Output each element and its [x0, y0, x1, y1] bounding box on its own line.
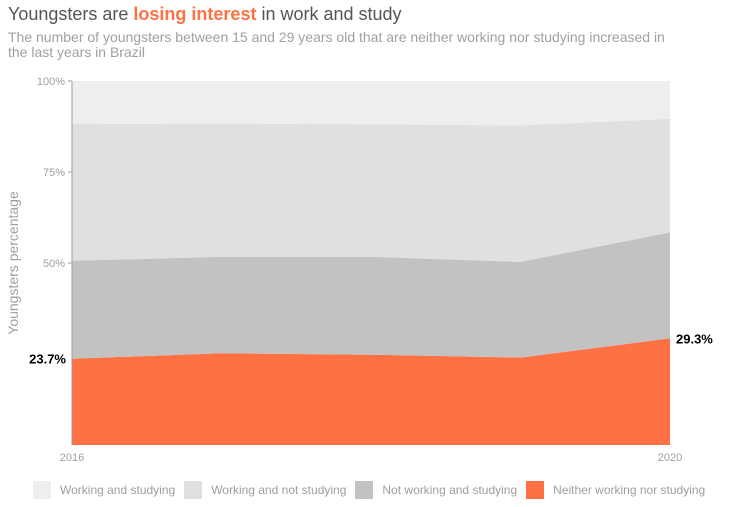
chart-subtitle: The number of youngsters between 15 and … [8, 29, 665, 60]
area-working-and-not-studying [72, 118, 670, 262]
title-highlight: losing interest [133, 4, 257, 24]
x-tick-label: 2016 [60, 452, 84, 464]
legend-swatch [526, 481, 545, 499]
y-axis-label: Youngsters percentage [5, 191, 21, 335]
y-tick-label: 100% [37, 76, 65, 88]
x-tick-label: 2020 [658, 452, 682, 464]
legend-swatch [33, 481, 51, 499]
legend-swatch [184, 481, 203, 499]
legend-item-neither-working-nor-studying: Neither working nor studying [526, 481, 705, 499]
legend-label: Not working and studying [382, 483, 518, 497]
y-tick-label: 50% [43, 258, 65, 270]
legend-swatch [355, 481, 374, 499]
area-working-and-studying [72, 81, 670, 126]
legend-label: Neither working nor studying [553, 483, 706, 497]
legend-label: Working and not studying [211, 483, 347, 497]
stacked-area-chart: 100% 75% 50% 2016 2020 Youngsters percentage 2… [5, 76, 713, 464]
legend-label: Working and studying [60, 483, 176, 497]
data-label: 23.7% [29, 352, 66, 367]
legend-item-not-working-and-studying: Not working and studying [355, 481, 517, 499]
chart-legend: Working and studying Working and not stud… [33, 481, 705, 499]
chart-title: Youngsters are losing interest in work a… [8, 4, 402, 25]
legend-item-working-and-not-studying: Working and not studying [184, 481, 346, 499]
area-neither-working-nor-studying [72, 338, 670, 445]
y-tick-label: 75% [43, 167, 65, 179]
data-label: 29.3% [676, 331, 713, 346]
title-pre: Youngsters are [8, 4, 134, 24]
legend-item-working-and-studying: Working and studying [33, 481, 175, 499]
title-post: in work and study [256, 4, 402, 24]
area-not-working-and-studying [72, 232, 670, 359]
